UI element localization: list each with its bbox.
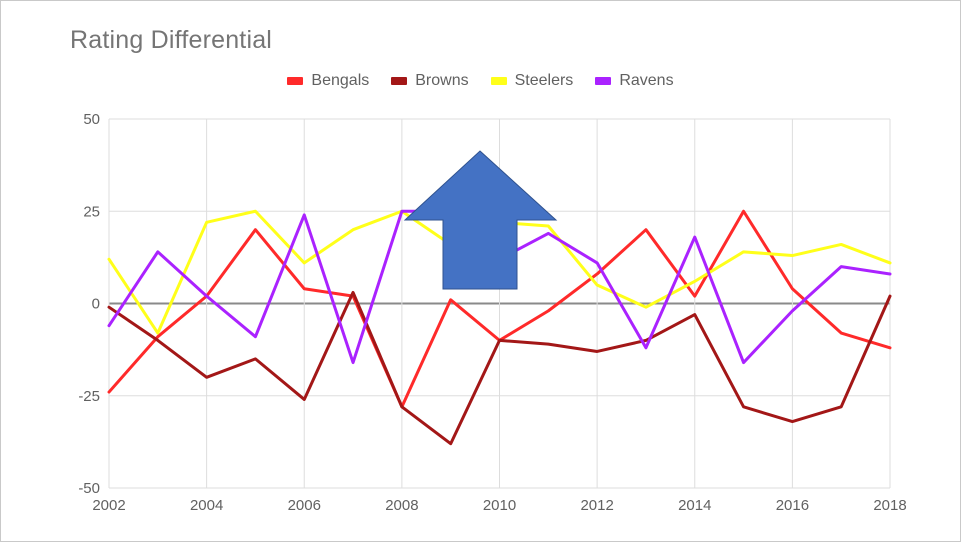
x-tick-label: 2012: [580, 497, 613, 514]
legend-swatch-bengals: [287, 77, 304, 85]
x-tick-label: 2014: [678, 497, 711, 514]
legend-item-ravens[interactable]: Ravens: [595, 72, 674, 90]
legend-item-bengals[interactable]: Bengals: [287, 72, 369, 90]
x-tick-label: 2008: [385, 497, 418, 514]
legend-label-bengals: Bengals: [311, 72, 370, 89]
y-tick-label: 25: [83, 203, 100, 220]
y-tick-label: 50: [83, 111, 100, 128]
y-tick-label: -25: [78, 388, 100, 405]
x-tick-label: 2004: [190, 497, 223, 514]
x-tick-label: 2010: [483, 497, 516, 514]
y-tick-label: -50: [78, 480, 100, 497]
chart-title: Rating Differential: [70, 26, 273, 54]
legend-item-browns[interactable]: Browns: [391, 72, 469, 90]
legend-item-steelers[interactable]: Steelers: [490, 72, 574, 90]
x-tick-label: 2018: [873, 497, 906, 514]
up-arrow-shape: [403, 150, 558, 290]
chart-legend: Bengals Browns Steelers Ravens: [0, 72, 961, 90]
x-tick-label: 2002: [92, 497, 125, 514]
legend-label-browns: Browns: [415, 72, 469, 89]
x-tick-label: 2016: [776, 497, 809, 514]
legend-label-ravens: Ravens: [619, 72, 674, 89]
legend-swatch-ravens: [595, 77, 612, 85]
x-tick-label: 2006: [288, 497, 321, 514]
legend-swatch-browns: [391, 77, 408, 85]
y-tick-label: 0: [92, 296, 100, 313]
legend-swatch-steelers: [490, 77, 507, 85]
series-line-browns: [107, 290, 892, 446]
legend-label-steelers: Steelers: [514, 72, 574, 89]
